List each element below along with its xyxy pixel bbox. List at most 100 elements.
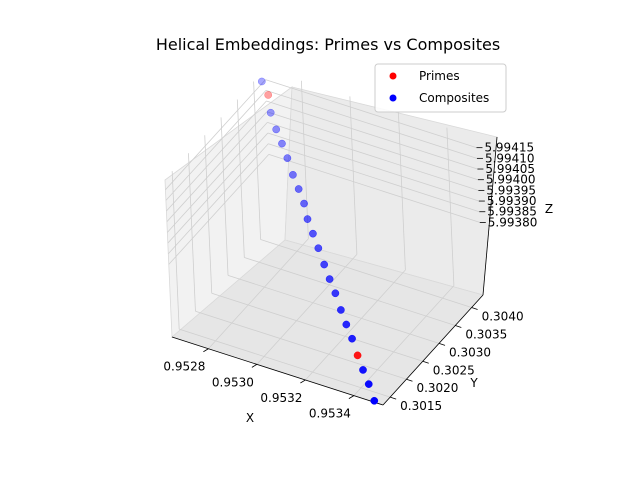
y-gridline-floor	[244, 257, 456, 326]
x-gridline-wall	[446, 127, 455, 286]
x-gridline-floor	[256, 254, 358, 365]
y-tick-label: 0.3015	[400, 399, 442, 413]
x-tick-mark	[203, 348, 209, 353]
composite-point	[325, 275, 334, 283]
z-tick-label: 5.99385	[487, 205, 537, 219]
prime-point	[264, 91, 273, 99]
z-tick-label: 5.99395	[486, 183, 536, 197]
z-gridline-left	[168, 154, 270, 265]
x-tick-mark	[348, 395, 355, 399]
y-tick-mark	[390, 396, 397, 400]
composite-point	[309, 229, 317, 238]
x-tick-label: 0.9530	[212, 375, 254, 389]
y-tick-mark	[406, 378, 413, 382]
z-gridline-right	[268, 143, 480, 213]
y-gridline-floor	[211, 292, 423, 362]
y-tick-label: 0.3020	[416, 381, 458, 395]
composite-point	[370, 396, 379, 405]
z-gridline-right	[265, 89, 478, 159]
z-gridline-right	[267, 132, 479, 202]
composite-point	[300, 199, 308, 208]
composite-point	[320, 260, 329, 269]
z-axis-label: Z	[545, 202, 553, 216]
z-gridline-right	[268, 154, 480, 223]
grid-lines	[165, 79, 480, 398]
composite-point	[337, 306, 345, 314]
composite-point	[278, 139, 286, 148]
scatter-points	[257, 77, 379, 405]
prime-point	[353, 351, 362, 360]
z-gridline-left	[167, 132, 269, 244]
composite-point	[289, 170, 297, 179]
chart-title: Helical Embeddings: Primes vs Composites	[156, 35, 500, 54]
legend-label-composites: Composites	[419, 91, 489, 105]
y-axis-line	[382, 294, 484, 406]
z-gridline-right	[266, 100, 478, 170]
composite-point	[331, 289, 340, 298]
z-tick-label: 5.99405	[485, 162, 535, 176]
z-tick-label: 5.99410	[485, 151, 535, 165]
y-gridline-floor	[195, 310, 407, 380]
composite-point	[342, 320, 351, 329]
axis-ticks: 0.9528 0.9530 0.9532 0.9534 0.3015 0.3020 0.30…	[163, 141, 537, 421]
z-tick-label: 5.99390	[487, 194, 537, 208]
x-tick-mark	[300, 379, 306, 384]
y-gridline-wall	[253, 81, 261, 240]
legend-label-primes: Primes	[419, 69, 460, 83]
z-gridline-right	[266, 111, 479, 181]
y-gridline-wall	[236, 99, 245, 258]
x-axis-label: X	[246, 411, 254, 425]
x-gridline-wall	[300, 80, 309, 239]
axis-lines	[171, 136, 498, 406]
composite-point	[314, 244, 323, 253]
y-gridline-floor	[227, 274, 440, 344]
z-gridline-left	[165, 90, 267, 201]
y-tick-label: 0.3035	[465, 327, 507, 341]
z-gridline-right	[267, 121, 479, 191]
composite-point	[364, 380, 373, 388]
composite-point	[348, 334, 356, 343]
x-tick-label: 0.9532	[260, 391, 302, 405]
composite-point	[266, 108, 275, 117]
x-tick-label: 0.9528	[163, 360, 205, 374]
z-tick-label: 5.99400	[486, 173, 536, 187]
legend-box	[374, 63, 507, 113]
y-gridline-floor	[179, 328, 391, 398]
x-axis-line	[171, 336, 384, 406]
z-gridline-left	[167, 122, 268, 233]
composite-point	[283, 154, 292, 162]
z-gridline-left	[166, 100, 267, 212]
y-gridline-floor	[260, 239, 472, 308]
y-tick-mark	[455, 325, 462, 328]
y-tick-mark	[438, 342, 446, 346]
z-gridline-left	[168, 143, 269, 254]
composite-point	[272, 125, 281, 134]
x-tick-mark	[251, 364, 258, 368]
z-tick-label: 5.99415	[484, 141, 534, 155]
y-tick-mark	[422, 360, 429, 364]
legend: Primes Composites	[374, 63, 507, 113]
x-gridline-floor	[353, 285, 455, 396]
y-gridline-wall	[188, 153, 196, 312]
composite-point	[294, 185, 303, 193]
z-axis-line	[482, 136, 498, 296]
y-tick-label: 0.3040	[482, 310, 524, 324]
z-gridline-left	[165, 79, 266, 190]
z-tick-label: 5.99380	[488, 215, 538, 229]
y-tick-mark	[471, 307, 478, 310]
x-gridline-wall	[397, 111, 406, 271]
y-gridline-wall	[171, 171, 180, 330]
y-axis-label: Y	[469, 376, 478, 390]
y-tick-label: 0.3025	[433, 363, 475, 377]
composite-point	[359, 366, 367, 374]
axes-panes	[164, 86, 498, 406]
composite-point	[303, 215, 312, 223]
composite-point	[257, 77, 266, 86]
legend-marker-primes	[389, 72, 397, 80]
x-gridline-floor	[305, 269, 406, 381]
x-gridline-wall	[349, 96, 358, 255]
y-gridline-wall	[204, 135, 213, 294]
x-gridline-floor	[208, 238, 309, 349]
y-tick-label: 0.3030	[449, 345, 491, 359]
